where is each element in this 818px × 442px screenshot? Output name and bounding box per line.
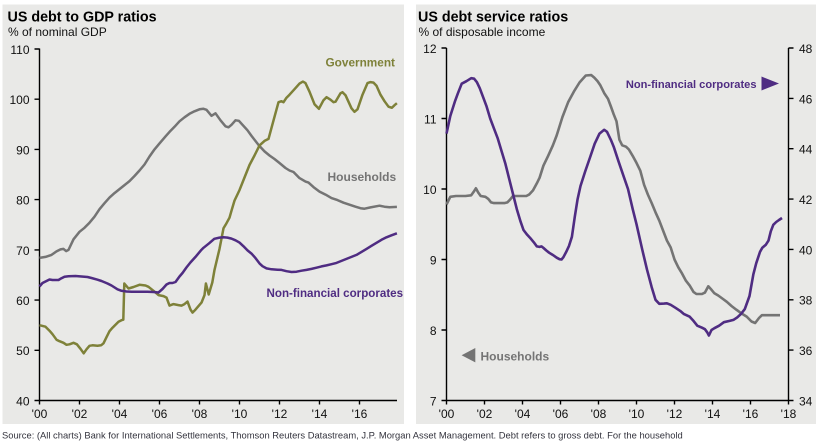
svg-text:'10: '10 [629, 407, 645, 421]
svg-text:Households: Households [328, 170, 397, 184]
svg-text:48: 48 [799, 42, 813, 56]
svg-text:'08: '08 [591, 407, 607, 421]
svg-text:'14: '14 [705, 407, 721, 421]
svg-text:7: 7 [430, 394, 437, 408]
svg-text:'10: '10 [232, 407, 248, 421]
svg-text:36: 36 [799, 344, 813, 358]
svg-text:40: 40 [799, 243, 813, 257]
svg-text:70: 70 [16, 244, 30, 258]
svg-text:44: 44 [799, 143, 813, 157]
svg-text:'12: '12 [667, 407, 683, 421]
svg-text:'14: '14 [312, 407, 328, 421]
svg-text:60: 60 [16, 294, 30, 308]
svg-text:% of nominal GDP: % of nominal GDP [8, 25, 107, 39]
svg-text:80: 80 [16, 194, 30, 208]
svg-text:'02: '02 [477, 407, 493, 421]
svg-text:46: 46 [799, 92, 813, 106]
svg-text:8: 8 [430, 324, 437, 338]
svg-text:'16: '16 [352, 407, 368, 421]
svg-text:42: 42 [799, 193, 813, 207]
svg-text:'06: '06 [553, 407, 569, 421]
svg-text:'00: '00 [32, 407, 48, 421]
svg-text:50: 50 [16, 344, 30, 358]
svg-text:34: 34 [799, 394, 813, 408]
svg-text:90: 90 [16, 143, 30, 157]
svg-text:Government: Government [326, 56, 396, 70]
svg-text:'12: '12 [272, 407, 288, 421]
svg-text:40: 40 [16, 394, 30, 408]
svg-text:12: 12 [423, 42, 437, 56]
svg-text:11: 11 [424, 112, 437, 126]
svg-text:'16: '16 [743, 407, 759, 421]
svg-text:US debt to GDP ratios: US debt to GDP ratios [8, 10, 157, 26]
svg-text:'06: '06 [152, 407, 168, 421]
svg-text:'08: '08 [192, 407, 208, 421]
svg-text:US debt service ratios: US debt service ratios [418, 10, 568, 26]
svg-text:'02: '02 [72, 407, 88, 421]
svg-text:'04: '04 [515, 407, 531, 421]
svg-text:Non-financial corporates: Non-financial corporates [626, 79, 757, 91]
svg-text:'18: '18 [781, 407, 797, 421]
svg-text:'00: '00 [439, 407, 455, 421]
svg-text:Households: Households [481, 350, 550, 364]
svg-text:9: 9 [430, 253, 437, 267]
svg-text:Non-financial corporates: Non-financial corporates [267, 287, 404, 300]
svg-text:Source: (All charts) Bank for: Source: (All charts) Bank for Internatio… [2, 430, 683, 441]
svg-text:% of disposable income: % of disposable income [419, 25, 546, 39]
svg-text:10: 10 [423, 183, 437, 197]
svg-text:'04: '04 [112, 407, 128, 421]
svg-text:100: 100 [9, 93, 29, 107]
svg-text:38: 38 [799, 294, 813, 308]
svg-text:110: 110 [10, 43, 29, 57]
